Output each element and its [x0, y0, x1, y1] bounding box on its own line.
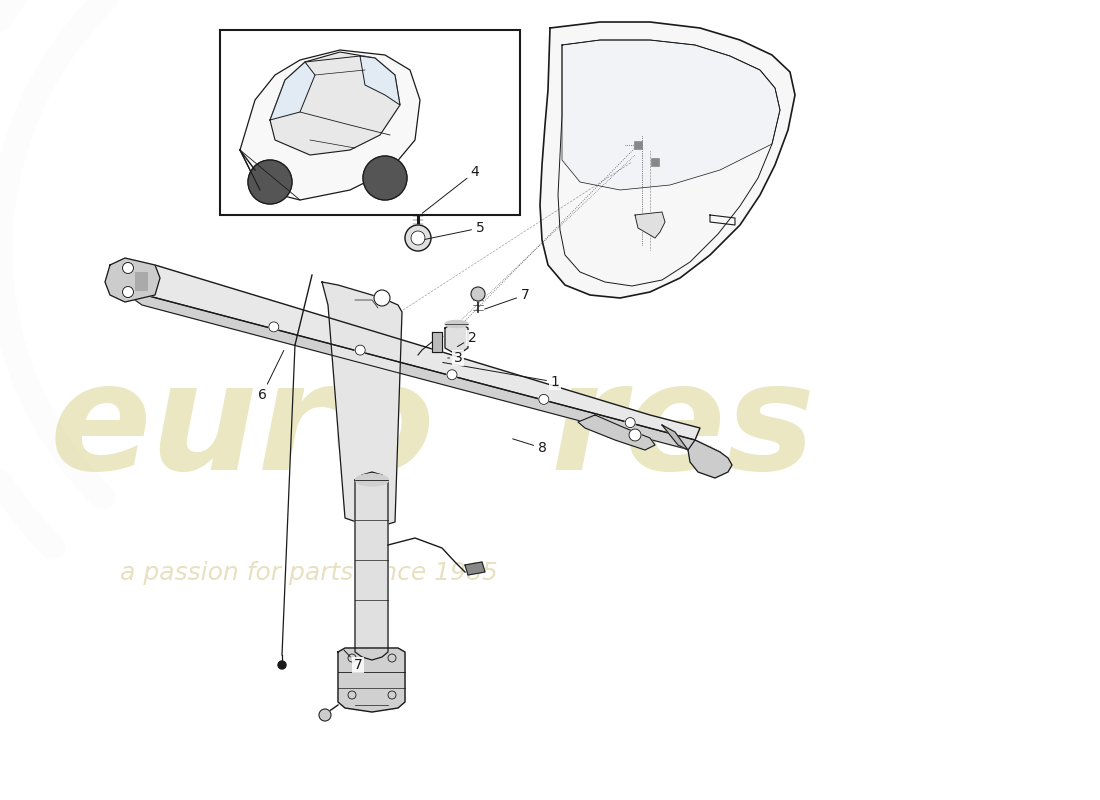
Text: 4: 4 — [422, 165, 480, 214]
Bar — [220, 30, 520, 215]
Polygon shape — [562, 40, 780, 190]
Text: euro: euro — [50, 356, 436, 501]
Polygon shape — [118, 278, 721, 462]
Polygon shape — [322, 282, 401, 528]
Polygon shape — [578, 415, 654, 450]
Polygon shape — [240, 50, 420, 200]
Polygon shape — [360, 56, 400, 105]
Polygon shape — [688, 440, 732, 478]
Circle shape — [447, 370, 456, 380]
Circle shape — [268, 322, 278, 332]
Circle shape — [374, 290, 390, 306]
Polygon shape — [270, 62, 315, 120]
Circle shape — [355, 345, 365, 355]
Polygon shape — [540, 22, 795, 298]
Circle shape — [625, 418, 635, 427]
Polygon shape — [338, 648, 405, 712]
Polygon shape — [465, 562, 485, 575]
Text: 6: 6 — [257, 350, 284, 402]
Ellipse shape — [446, 321, 468, 327]
Text: 5: 5 — [425, 221, 484, 239]
Polygon shape — [120, 265, 700, 440]
Polygon shape — [355, 472, 388, 660]
Polygon shape — [432, 332, 442, 352]
Text: 3: 3 — [448, 351, 462, 365]
Circle shape — [122, 262, 133, 274]
Circle shape — [629, 429, 641, 441]
Circle shape — [122, 286, 133, 298]
Polygon shape — [104, 258, 160, 302]
Text: 7: 7 — [344, 650, 362, 672]
Text: a passion for parts since 1985: a passion for parts since 1985 — [120, 561, 497, 585]
Text: 1: 1 — [442, 362, 560, 389]
Text: 7: 7 — [485, 288, 529, 309]
Ellipse shape — [355, 474, 388, 486]
Circle shape — [471, 287, 485, 301]
Bar — [634, 141, 642, 149]
Circle shape — [319, 709, 331, 721]
Circle shape — [405, 225, 431, 251]
Circle shape — [278, 661, 286, 669]
Polygon shape — [662, 425, 688, 450]
Polygon shape — [446, 324, 468, 352]
Bar — [651, 158, 659, 166]
Circle shape — [248, 160, 292, 204]
Circle shape — [411, 231, 425, 245]
Bar — [135, 272, 147, 290]
Polygon shape — [635, 212, 666, 238]
Text: 8: 8 — [513, 439, 547, 455]
Text: res: res — [550, 356, 815, 501]
Text: 2: 2 — [458, 331, 476, 346]
Circle shape — [363, 156, 407, 200]
Circle shape — [539, 394, 549, 404]
Polygon shape — [270, 52, 400, 155]
